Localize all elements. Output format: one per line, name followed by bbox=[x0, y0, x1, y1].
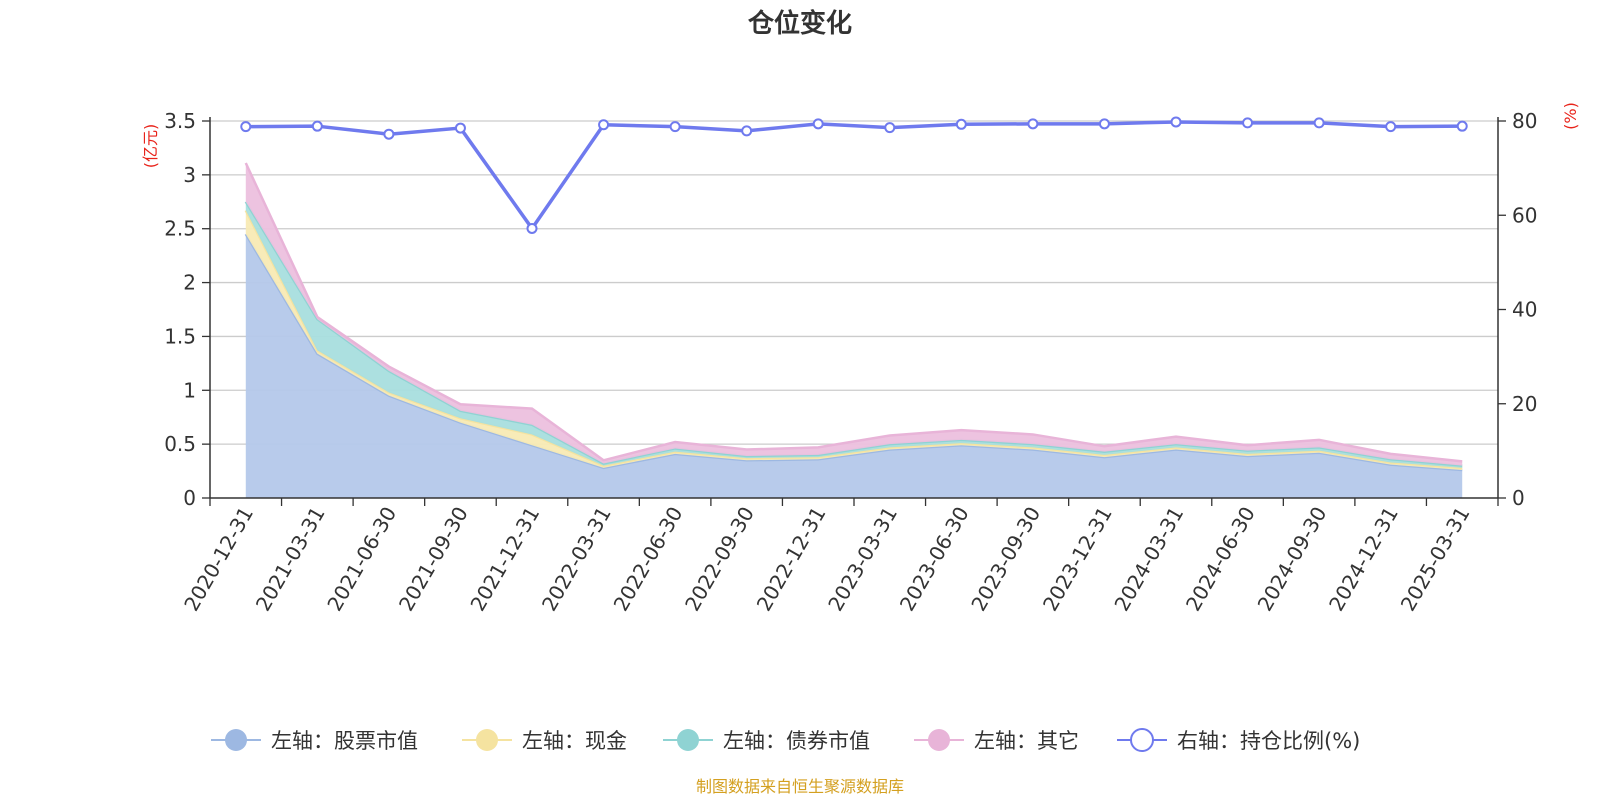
x-tick-label: 2023-09-30 bbox=[966, 503, 1045, 616]
chart-title: 仓位变化 bbox=[747, 8, 852, 39]
x-tick-label: 2024-09-30 bbox=[1253, 503, 1332, 616]
left-tick-label: 2 bbox=[183, 271, 196, 295]
right-tick-label: 20 bbox=[1512, 392, 1537, 416]
holding-ratio-point bbox=[1385, 121, 1397, 133]
holding-ratio-point bbox=[812, 118, 824, 130]
holding-ratio-point bbox=[884, 122, 896, 134]
holding-ratio-point bbox=[741, 125, 753, 137]
x-tick-label: 2024-12-31 bbox=[1324, 503, 1403, 616]
holding-ratio-path bbox=[245, 120, 1463, 231]
legend-label: 左轴：债券市值 bbox=[723, 729, 870, 753]
holding-ratio-point bbox=[1098, 118, 1110, 130]
x-tick-label: 2023-03-31 bbox=[823, 503, 902, 616]
right-tick-label: 80 bbox=[1512, 109, 1537, 133]
holding-ratio-point bbox=[669, 121, 681, 133]
legend-label: 左轴：股票市值 bbox=[271, 729, 418, 753]
holding-ratio-point bbox=[240, 121, 252, 133]
area-series-1 bbox=[245, 234, 1463, 498]
right-tick-label: 0 bbox=[1512, 486, 1525, 510]
x-tick-label: 2025-03-31 bbox=[1396, 503, 1475, 616]
holding-ratio-point bbox=[1170, 116, 1182, 128]
left-tick-label: 1.5 bbox=[164, 324, 196, 348]
holding-ratio-point bbox=[1027, 118, 1039, 130]
legend-item-3[interactable]: 左轴：债券市值 bbox=[663, 729, 870, 753]
holding-ratio-point bbox=[598, 119, 610, 131]
data-source-note: 制图数据来自恒生聚源数据库 bbox=[696, 777, 904, 796]
x-tick-label: 2022-03-31 bbox=[537, 503, 616, 616]
legend-swatch-marker bbox=[928, 729, 950, 751]
legend-swatch-marker bbox=[476, 729, 498, 751]
x-tick-label: 2023-12-31 bbox=[1038, 503, 1117, 616]
left-tick-label: 3 bbox=[183, 163, 196, 187]
legend-swatch-marker bbox=[225, 729, 247, 751]
x-tick-label: 2024-06-30 bbox=[1181, 503, 1260, 616]
legend-label: 左轴：现金 bbox=[522, 729, 627, 753]
right-axis-unit: (%) bbox=[1561, 102, 1580, 130]
left-axis-unit: (亿元) bbox=[141, 124, 160, 169]
left-tick-label: 2.5 bbox=[164, 217, 196, 241]
legend-item-4[interactable]: 左轴：其它 bbox=[914, 729, 1079, 753]
x-tick-label: 2021-09-30 bbox=[394, 503, 473, 616]
holding-ratio-point bbox=[955, 118, 967, 130]
x-tick-label: 2021-03-31 bbox=[251, 503, 330, 616]
holding-ratio-point bbox=[311, 120, 323, 132]
area-edge-4 bbox=[244, 162, 1463, 463]
legend: 左轴：股票市值 左轴：现金 左轴：债券市值 左轴：其它 右轴：持仓比例(%) bbox=[211, 728, 1360, 753]
x-tick-label: 2021-12-31 bbox=[465, 503, 544, 616]
holding-ratio-point bbox=[1313, 117, 1325, 129]
x-tick-label: 2022-12-31 bbox=[752, 503, 831, 616]
x-tick-label: 2020-12-31 bbox=[179, 503, 258, 616]
holding-ratio-point bbox=[526, 222, 538, 234]
legend-swatch-marker bbox=[677, 729, 699, 751]
holding-ratio-point bbox=[383, 128, 395, 140]
x-tick-label: 2022-06-30 bbox=[609, 503, 688, 616]
holding-ratio-point bbox=[1242, 117, 1254, 129]
holding-ratio-line bbox=[240, 116, 1468, 234]
stacked-areas bbox=[244, 162, 1463, 498]
left-tick-label: 0.5 bbox=[164, 432, 196, 456]
legend-label: 左轴：其它 bbox=[974, 729, 1079, 753]
x-tick-label: 2022-09-30 bbox=[680, 503, 759, 616]
legend-item-5[interactable]: 右轴：持仓比例(%) bbox=[1117, 728, 1360, 753]
right-tick-label: 40 bbox=[1512, 298, 1537, 322]
holding-ratio-point bbox=[454, 122, 466, 134]
x-tick-label: 2021-06-30 bbox=[322, 503, 401, 616]
x-tick-label: 2023-06-30 bbox=[895, 502, 974, 615]
left-tick-label: 3.5 bbox=[164, 109, 196, 133]
legend-item-1[interactable]: 左轴：股票市值 bbox=[211, 729, 418, 753]
legend-item-2[interactable]: 左轴：现金 bbox=[462, 729, 627, 753]
legend-label: 右轴：持仓比例(%) bbox=[1177, 729, 1360, 753]
left-tick-label: 0 bbox=[183, 486, 196, 510]
right-tick-label: 60 bbox=[1512, 203, 1537, 227]
holding-ratio-point bbox=[1456, 120, 1468, 132]
left-tick-label: 1 bbox=[183, 378, 196, 402]
x-tick-label: 2024-03-31 bbox=[1109, 503, 1188, 616]
legend-swatch-marker bbox=[1130, 728, 1154, 752]
